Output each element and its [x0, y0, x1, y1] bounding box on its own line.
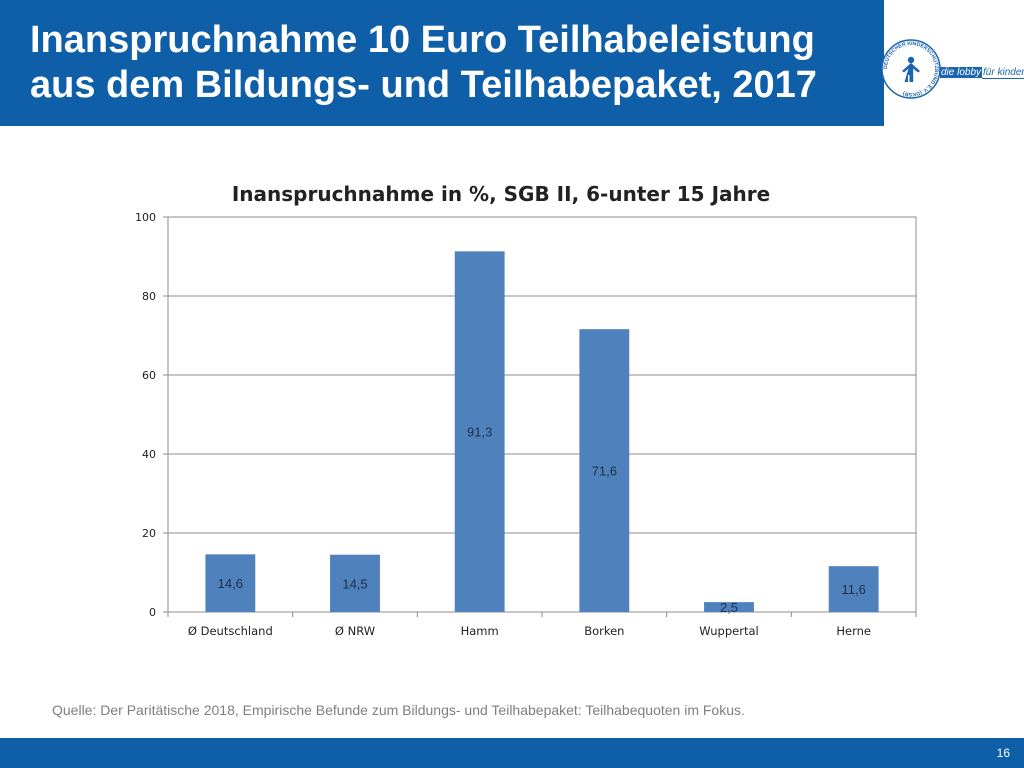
x-tick-label-4: Wuppertal	[699, 624, 758, 638]
x-tick-label-5: Herne	[836, 624, 871, 638]
chart-title: Inanspruchnahme in %, SGB II, 6-unter 15…	[231, 182, 771, 206]
x-tick-label-2: Hamm	[461, 624, 499, 638]
y-tick-label: 20	[142, 527, 156, 540]
bar-5	[828, 566, 879, 612]
plot-area	[167, 216, 917, 613]
logo-slogan: die lobby für kinder	[940, 66, 1024, 79]
y-tick-label: 0	[149, 606, 156, 619]
bar-4	[704, 602, 754, 612]
page-title: Inanspruchnahme 10 Euro Teilhabeleistung…	[30, 18, 870, 108]
logo-slogan-part2: für kinder	[982, 67, 1024, 79]
x-tick-label-3: Borken	[584, 624, 624, 638]
data-label-0: 14,6	[218, 576, 243, 591]
logo-slogan-part1: die lobby	[940, 67, 983, 78]
data-label-3: 71,6	[592, 464, 617, 479]
x-tick-label-0: Ø Deutschland	[188, 624, 273, 638]
bar-2	[454, 251, 505, 613]
x-tick-label-1: Ø NRW	[335, 624, 375, 638]
data-label-1: 14,5	[342, 576, 367, 591]
bar-0	[205, 554, 256, 612]
header-bar: Inanspruchnahme 10 Euro Teilhabeleistung…	[0, 0, 884, 126]
data-label-5: 11,6	[841, 582, 865, 597]
dksb-seal-logo-icon: DEUTSCHER KINDERSCHUTZBUND E.V. (DKSB)	[881, 39, 941, 99]
data-label-4: 2,5	[720, 600, 738, 615]
footer-bar: 16	[0, 738, 1024, 768]
bar-1	[330, 554, 380, 612]
page-number: 16	[996, 746, 1010, 760]
page-title-line1: Inanspruchnahme 10 Euro Teilhabeleistung	[30, 19, 815, 61]
y-tick-label: 40	[142, 448, 156, 461]
y-tick-label: 60	[142, 369, 156, 382]
bar-chart: 0 20 40 60 80 100 14,6 Ø Deutschland 14,5 Ø NRW 91…	[135, 211, 917, 638]
y-tick-label: 100	[135, 211, 156, 224]
y-tick-label: 80	[142, 290, 156, 303]
data-label-2: 91,3	[467, 425, 492, 440]
page-title-line2: aus dem Bildungs- und Teilhabepaket, 201…	[30, 64, 817, 106]
source-note: Quelle: Der Paritätische 2018, Empirisch…	[52, 702, 745, 718]
bar-3	[579, 329, 630, 612]
